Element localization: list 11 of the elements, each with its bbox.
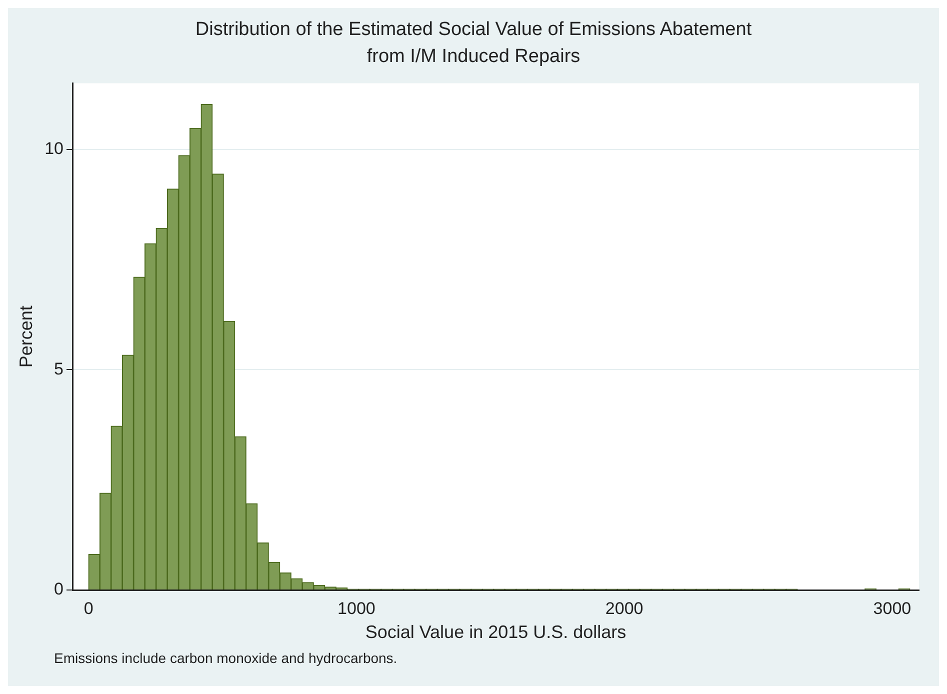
y-tick-label: 0 bbox=[54, 580, 64, 599]
y-axis-title: Percent bbox=[16, 306, 36, 368]
y-tick-label: 5 bbox=[54, 359, 64, 378]
x-tick-label: 0 bbox=[84, 598, 94, 618]
text: Emissions include carbon monoxide and hydrocarbons. bbox=[54, 650, 398, 666]
x-tick-label: 3000 bbox=[873, 598, 912, 618]
chart-title: Distribution of the Estimated Social Value of Emissions Abatement from I/M Induced Repairs bbox=[194, 18, 753, 69]
x-axis-title: Social Value in 2015 U.S. dollars bbox=[365, 622, 626, 642]
x-tick-label: 1000 bbox=[338, 598, 376, 618]
x-tick-label: 2000 bbox=[605, 598, 644, 618]
y-tick-label: 10 bbox=[44, 138, 64, 158]
